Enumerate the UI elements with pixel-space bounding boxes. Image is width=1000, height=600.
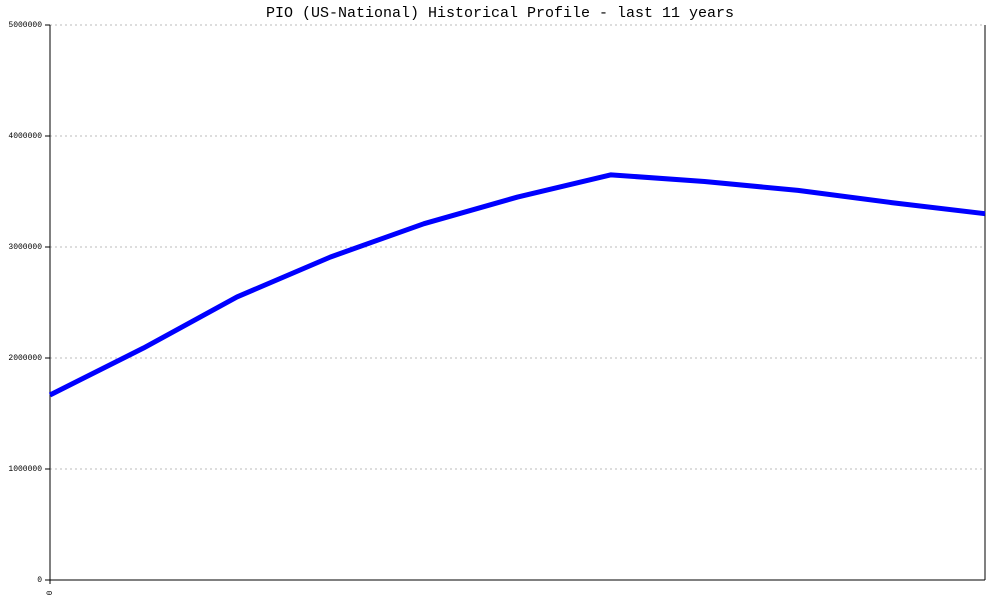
y-tick-label: 4000000 xyxy=(8,132,42,141)
y-tick-label: 3000000 xyxy=(8,243,42,252)
y-tick-label: 0 xyxy=(37,576,42,585)
y-tick-label: 2000000 xyxy=(8,354,42,363)
y-tick-label: 5000000 xyxy=(8,21,42,30)
x-tick-label: 0 xyxy=(46,590,55,595)
y-tick-label: 1000000 xyxy=(8,465,42,474)
data-line xyxy=(48,172,986,398)
chart-title: PIO (US-National) Historical Profile - l… xyxy=(266,5,734,22)
